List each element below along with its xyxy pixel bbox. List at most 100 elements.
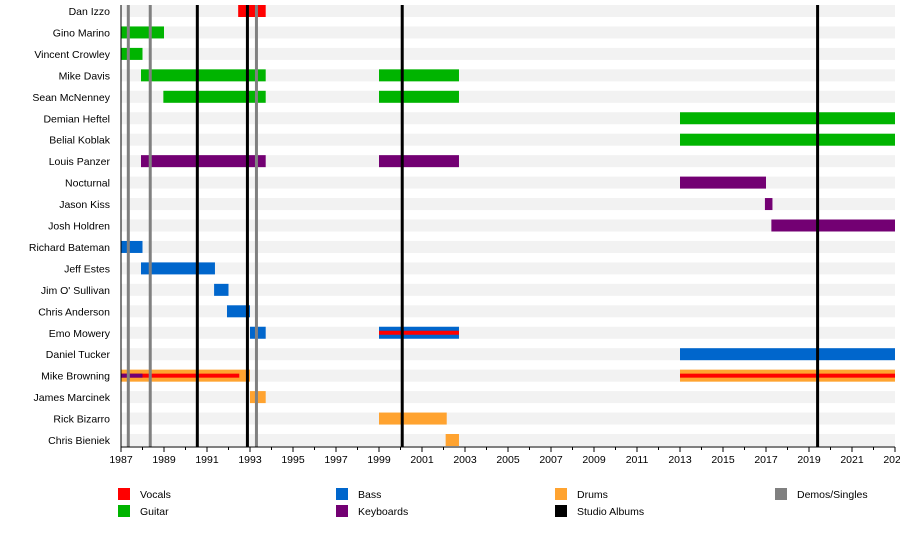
x-tick-label: 1993	[238, 454, 262, 466]
legend-label: Bass	[358, 489, 381, 501]
x-tick-label: 2019	[797, 454, 821, 466]
row-stripe	[121, 412, 895, 425]
bar-keyboards	[121, 373, 143, 378]
legend-label: Vocals	[140, 489, 171, 501]
bar-drums	[379, 412, 447, 425]
row-stripe	[121, 198, 895, 211]
studio-album-line	[245, 5, 249, 447]
bar-keyboards	[764, 198, 773, 211]
member-label: Richard Bateman	[29, 242, 110, 254]
bar-guitar	[121, 26, 164, 39]
row-stripe	[121, 47, 895, 60]
row-stripe	[121, 26, 895, 39]
bar-keyboards	[140, 155, 266, 168]
member-label: Josh Holdren	[48, 221, 110, 233]
legend-label: Guitar	[140, 506, 169, 518]
bar-guitar	[680, 112, 895, 125]
member-label: Chris Bieniek	[48, 435, 111, 447]
member-label: Nocturnal	[65, 178, 110, 190]
legend-swatch	[555, 505, 567, 517]
bar-guitar	[121, 47, 143, 60]
legend-label: Drums	[577, 489, 608, 501]
member-label: Emo Mowery	[49, 328, 111, 340]
row-stripe	[121, 283, 895, 296]
row-stripe	[121, 69, 895, 82]
studio-album-line	[195, 5, 199, 447]
bar-guitar	[680, 133, 895, 146]
bar-bass	[140, 262, 215, 275]
member-label: Vincent Crowley	[34, 49, 110, 61]
member-label: Rick Bizarro	[53, 414, 110, 426]
legend-swatch	[775, 488, 787, 500]
legend-swatch	[336, 505, 348, 517]
bar-guitar	[140, 69, 266, 82]
row-stripe	[121, 305, 895, 318]
member-label: Mike Davis	[59, 70, 110, 82]
bar-bass	[121, 240, 143, 253]
studio-album-line	[816, 5, 820, 447]
member-label: Dan Izzo	[69, 6, 111, 18]
x-tick-label: 2021	[840, 454, 864, 466]
x-tick-label: 1995	[281, 454, 305, 466]
demo-single-line	[254, 5, 258, 447]
member-label: Demian Heftel	[43, 113, 110, 125]
row-stripe	[121, 262, 895, 275]
bar-vocals	[379, 330, 459, 335]
row-stripe	[121, 176, 895, 189]
legend-label: Demos/Singles	[797, 489, 868, 501]
bar-drums	[445, 434, 459, 446]
bar-vocals	[680, 373, 895, 378]
legend-label: Studio Albums	[577, 506, 644, 518]
x-tick-label: 1991	[195, 454, 219, 466]
legend-swatch	[118, 488, 130, 500]
member-label: Jeff Estes	[64, 263, 110, 275]
member-label: Sean McNenney	[32, 92, 110, 104]
bar-vocals	[238, 5, 266, 17]
bar-bass	[226, 305, 250, 318]
member-label: Jim O' Sullivan	[41, 285, 110, 297]
x-tick-label: 2015	[711, 454, 735, 466]
x-tick-label: 2017	[754, 454, 778, 466]
bar-keyboards	[771, 219, 895, 232]
x-tick-label: 1999	[367, 454, 391, 466]
member-label: Daniel Tucker	[46, 349, 111, 361]
bar-keyboards	[379, 155, 459, 168]
x-tick-label: 2013	[668, 454, 692, 466]
x-tick-label: 1997	[324, 454, 348, 466]
demo-single-line	[148, 5, 152, 447]
legend-swatch	[555, 488, 567, 500]
row-stripe	[121, 434, 895, 446]
legend-swatch	[336, 488, 348, 500]
bar-guitar	[163, 90, 266, 103]
member-label: Gino Marino	[53, 27, 110, 39]
x-tick-label: 2009	[582, 454, 606, 466]
row-stripe	[121, 391, 895, 404]
bar-bass	[680, 348, 895, 361]
row-stripe	[121, 219, 895, 232]
bar-bass	[214, 283, 229, 296]
legend-label: Keyboards	[358, 506, 408, 518]
bar-vocals	[121, 373, 240, 378]
x-tick-label: 1989	[152, 454, 176, 466]
member-label: Belial Koblak	[49, 135, 110, 147]
row-stripe	[121, 326, 895, 339]
demo-single-line	[126, 5, 130, 447]
member-label: James Marcinek	[34, 392, 111, 404]
x-tick-label: 1987	[109, 454, 133, 466]
studio-album-line	[400, 5, 404, 447]
x-tick-label: 2007	[539, 454, 563, 466]
bar-keyboards	[680, 176, 766, 189]
row-stripe	[121, 155, 895, 168]
x-tick-label: 2023	[883, 454, 900, 466]
row-stripe	[121, 5, 895, 17]
bar-guitar	[379, 69, 459, 82]
bar-guitar	[379, 90, 459, 103]
member-label: Louis Panzer	[49, 156, 111, 168]
x-tick-label: 2001	[410, 454, 434, 466]
x-tick-label: 2011	[626, 454, 649, 466]
x-tick-label: 2003	[453, 454, 477, 466]
x-tick-label: 2005	[496, 454, 520, 466]
row-stripe	[121, 90, 895, 103]
member-label: Chris Anderson	[38, 306, 110, 318]
